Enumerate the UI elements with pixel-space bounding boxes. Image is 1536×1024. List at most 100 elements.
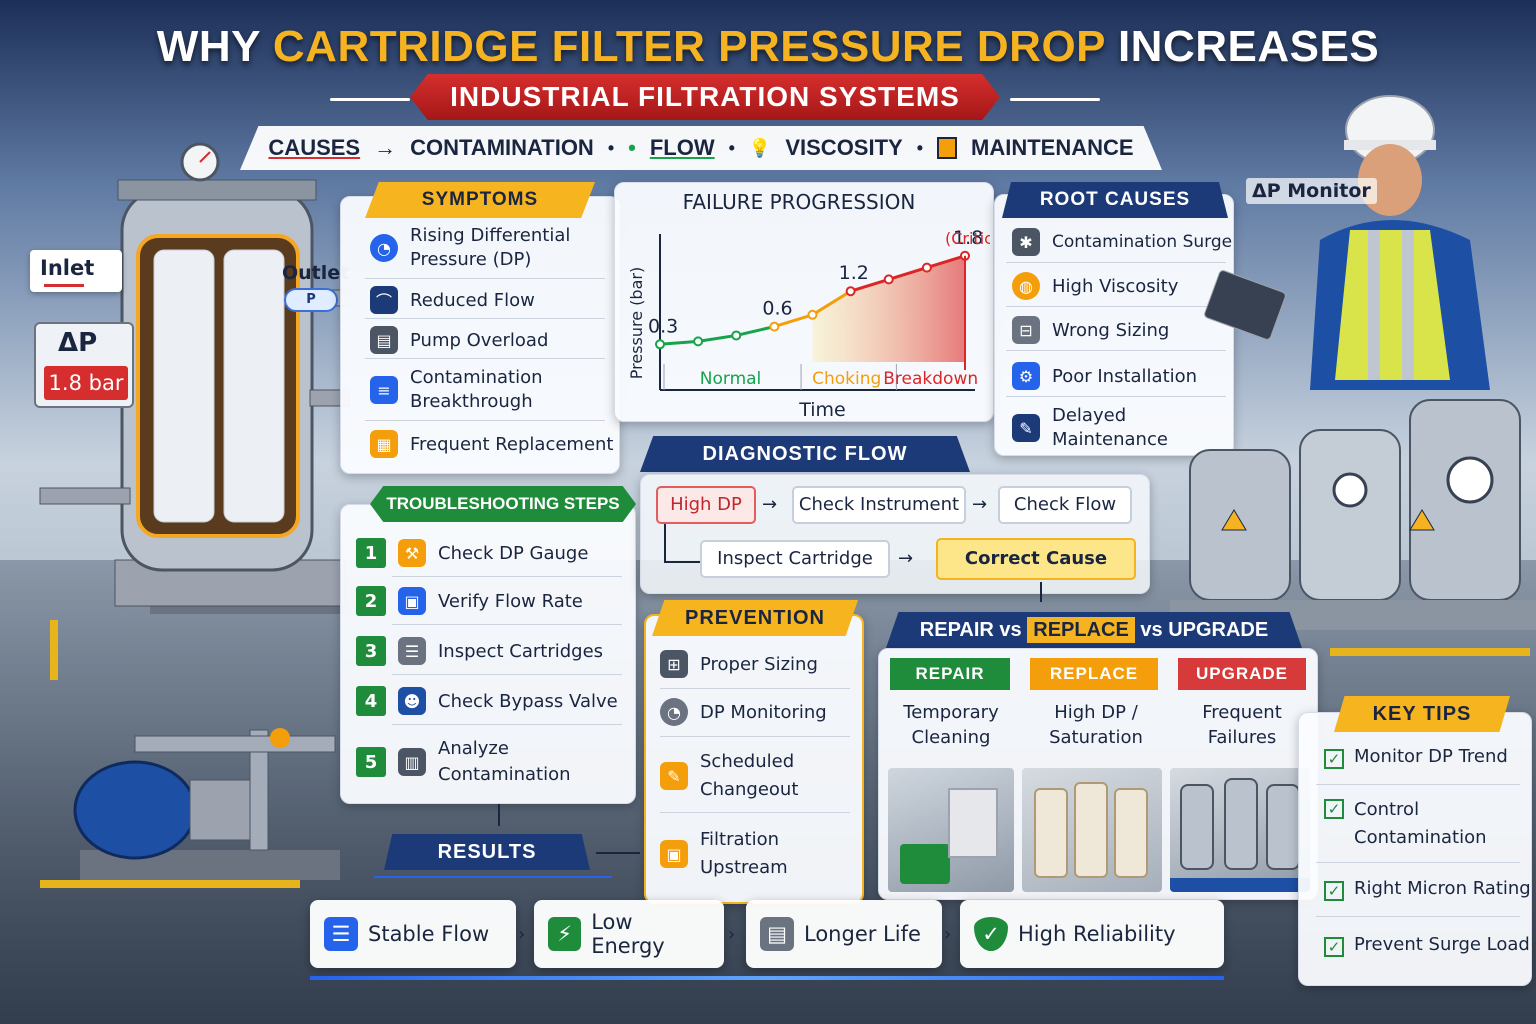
data-point (883, 274, 894, 285)
lightning-icon: ⚡ (548, 917, 582, 951)
chart-title: FAILURE PROGRESSION (682, 190, 916, 214)
symptom-item: ≡ Contamination Breakthrough (370, 366, 610, 414)
result-high-reliability: ✓ High Reliability (960, 900, 1224, 968)
data-point (731, 330, 742, 341)
data-point (655, 339, 665, 350)
arrow-right-icon: › (944, 924, 952, 945)
key-tip-item: ✓ Prevent Surge Load (1324, 934, 1530, 957)
clipboard-icon: ✎ (1012, 414, 1040, 442)
results-underline (310, 976, 1224, 980)
arrow-right-icon: › (518, 924, 526, 945)
results-bracket (374, 876, 612, 878)
data-label: 0.3 (648, 315, 678, 337)
flow-icon: ⌒ (370, 286, 398, 314)
key-tip-item: ✓ Monitor DP Trend (1324, 746, 1508, 769)
outlet-badge: P (284, 288, 338, 312)
worker-illustration (1170, 95, 1536, 630)
filter-icon: ≡ (370, 376, 398, 404)
symptom-item: ▦ Frequent Replacement (370, 430, 614, 458)
diag-correct-cause: Correct Cause (936, 538, 1136, 580)
y-axis-label: Pressure (bar) (627, 267, 646, 379)
floor-stripe (40, 880, 300, 888)
gauge-icon: ◔ (660, 698, 688, 726)
arrow-right-icon: › (728, 924, 736, 945)
result-stable-flow: ☰ Stable Flow (310, 900, 516, 968)
prevention-item: ▣ Filtration Upstream (660, 826, 840, 882)
prevention-item: ✎ Scheduled Changeout (660, 748, 840, 804)
inlet-arrow-icon (44, 284, 84, 287)
bullet-icon: • (916, 137, 924, 158)
gauge-icon: ◔ (370, 234, 398, 262)
series-line (888, 266, 928, 281)
dp-gauge-display: ΔP 1.8 bar (34, 322, 134, 408)
series-line (735, 325, 775, 337)
key-tips-title: KEY TIPS (1334, 696, 1510, 732)
troubleshooting-step: 1 ⚒ Check DP Gauge (356, 538, 588, 568)
clipboard-icon: ▤ (760, 917, 794, 951)
root-cause-item: ✱ Contamination Surge (1012, 228, 1232, 256)
data-point (693, 336, 704, 347)
cause-maintenance: MAINTENANCE (971, 135, 1134, 160)
sizing-icon: ⊞ (660, 650, 688, 678)
cause-viscosity: VISCOSITY (785, 135, 903, 160)
key-tip-item: ✓ Control Contamination (1324, 796, 1504, 852)
series-line (773, 313, 813, 329)
series-line (659, 339, 699, 346)
filter-vessel-illustration (39, 142, 350, 614)
sliders-icon: ☰ (324, 917, 358, 951)
data-label: 0.6 (762, 298, 792, 320)
divider (330, 98, 410, 101)
root-cause-item: ◍ High Viscosity (1012, 272, 1178, 300)
series-line (697, 333, 737, 343)
outlet-label: Outlet (282, 262, 350, 284)
key-tip-item: ✓ Right Micron Rating (1324, 878, 1531, 901)
upgrade-photo (1170, 768, 1310, 892)
sizing-icon: ⊟ (1012, 316, 1040, 344)
cause-contamination: CONTAMINATION (410, 135, 594, 160)
troubleshooting-step: 3 ☰ Inspect Cartridges (356, 636, 603, 666)
result-low-energy: ⚡ Low Energy (534, 900, 724, 968)
bullet-icon: • (607, 137, 615, 158)
troubleshooting-step: 5 ▥ Analyze Contamination (356, 736, 596, 788)
replace-photo (1022, 768, 1162, 892)
bullet-icon: • (628, 135, 636, 160)
series-line (811, 289, 852, 317)
arrow-right-icon: → (898, 548, 914, 569)
causes-label: CAUSES (268, 135, 361, 160)
diag-inspect-cartridge: Inspect Cartridge (700, 540, 890, 578)
replace-tab: REPLACE (1030, 658, 1158, 690)
diagnostic-title: DIAGNOSTIC FLOW (640, 436, 970, 472)
prevention-item: ◔ DP Monitoring (660, 698, 827, 726)
schedule-icon: ✎ (660, 762, 688, 790)
replace-text: High DP / Saturation (1049, 702, 1143, 748)
tools-icon: ⚒ (398, 539, 426, 567)
symptom-item: ⌒ Reduced Flow (370, 286, 535, 314)
series-line (926, 254, 966, 270)
connector-line (596, 852, 640, 854)
upgrade-text: Frequent Failures (1202, 702, 1282, 748)
diag-check-instrument: Check Instrument (792, 486, 966, 524)
critical-area (812, 255, 965, 362)
repair-photo (888, 768, 1014, 892)
pump-icon: ▤ (370, 326, 398, 354)
contamination-icon: ✱ (1012, 228, 1040, 256)
zone-label: Normal (700, 369, 762, 389)
shield-check-icon: ✓ (974, 917, 1008, 951)
checklist-icon: ☰ (398, 637, 426, 665)
prevention-title: PREVENTION (652, 600, 858, 636)
floor-stripe (1330, 648, 1530, 656)
prevention-item: ⊞ Proper Sizing (660, 650, 818, 678)
bullet-icon: • (728, 137, 735, 158)
result-longer-life: ▤ Longer Life (746, 900, 942, 968)
root-cause-item: ✎ Delayed Maintenance (1012, 404, 1222, 452)
technician-icon: ☻ (398, 687, 426, 715)
zone-label: Breakdown (883, 369, 978, 389)
root-cause-item: ⊟ Wrong Sizing (1012, 316, 1169, 344)
x-axis-label: Time (798, 399, 846, 421)
building-icon (937, 137, 958, 159)
data-point (921, 262, 932, 273)
data-point (845, 286, 856, 297)
data-point (807, 309, 818, 320)
checkbox-icon: ✓ (1324, 799, 1344, 819)
symptoms-title: SYMPTOMS (365, 182, 595, 218)
